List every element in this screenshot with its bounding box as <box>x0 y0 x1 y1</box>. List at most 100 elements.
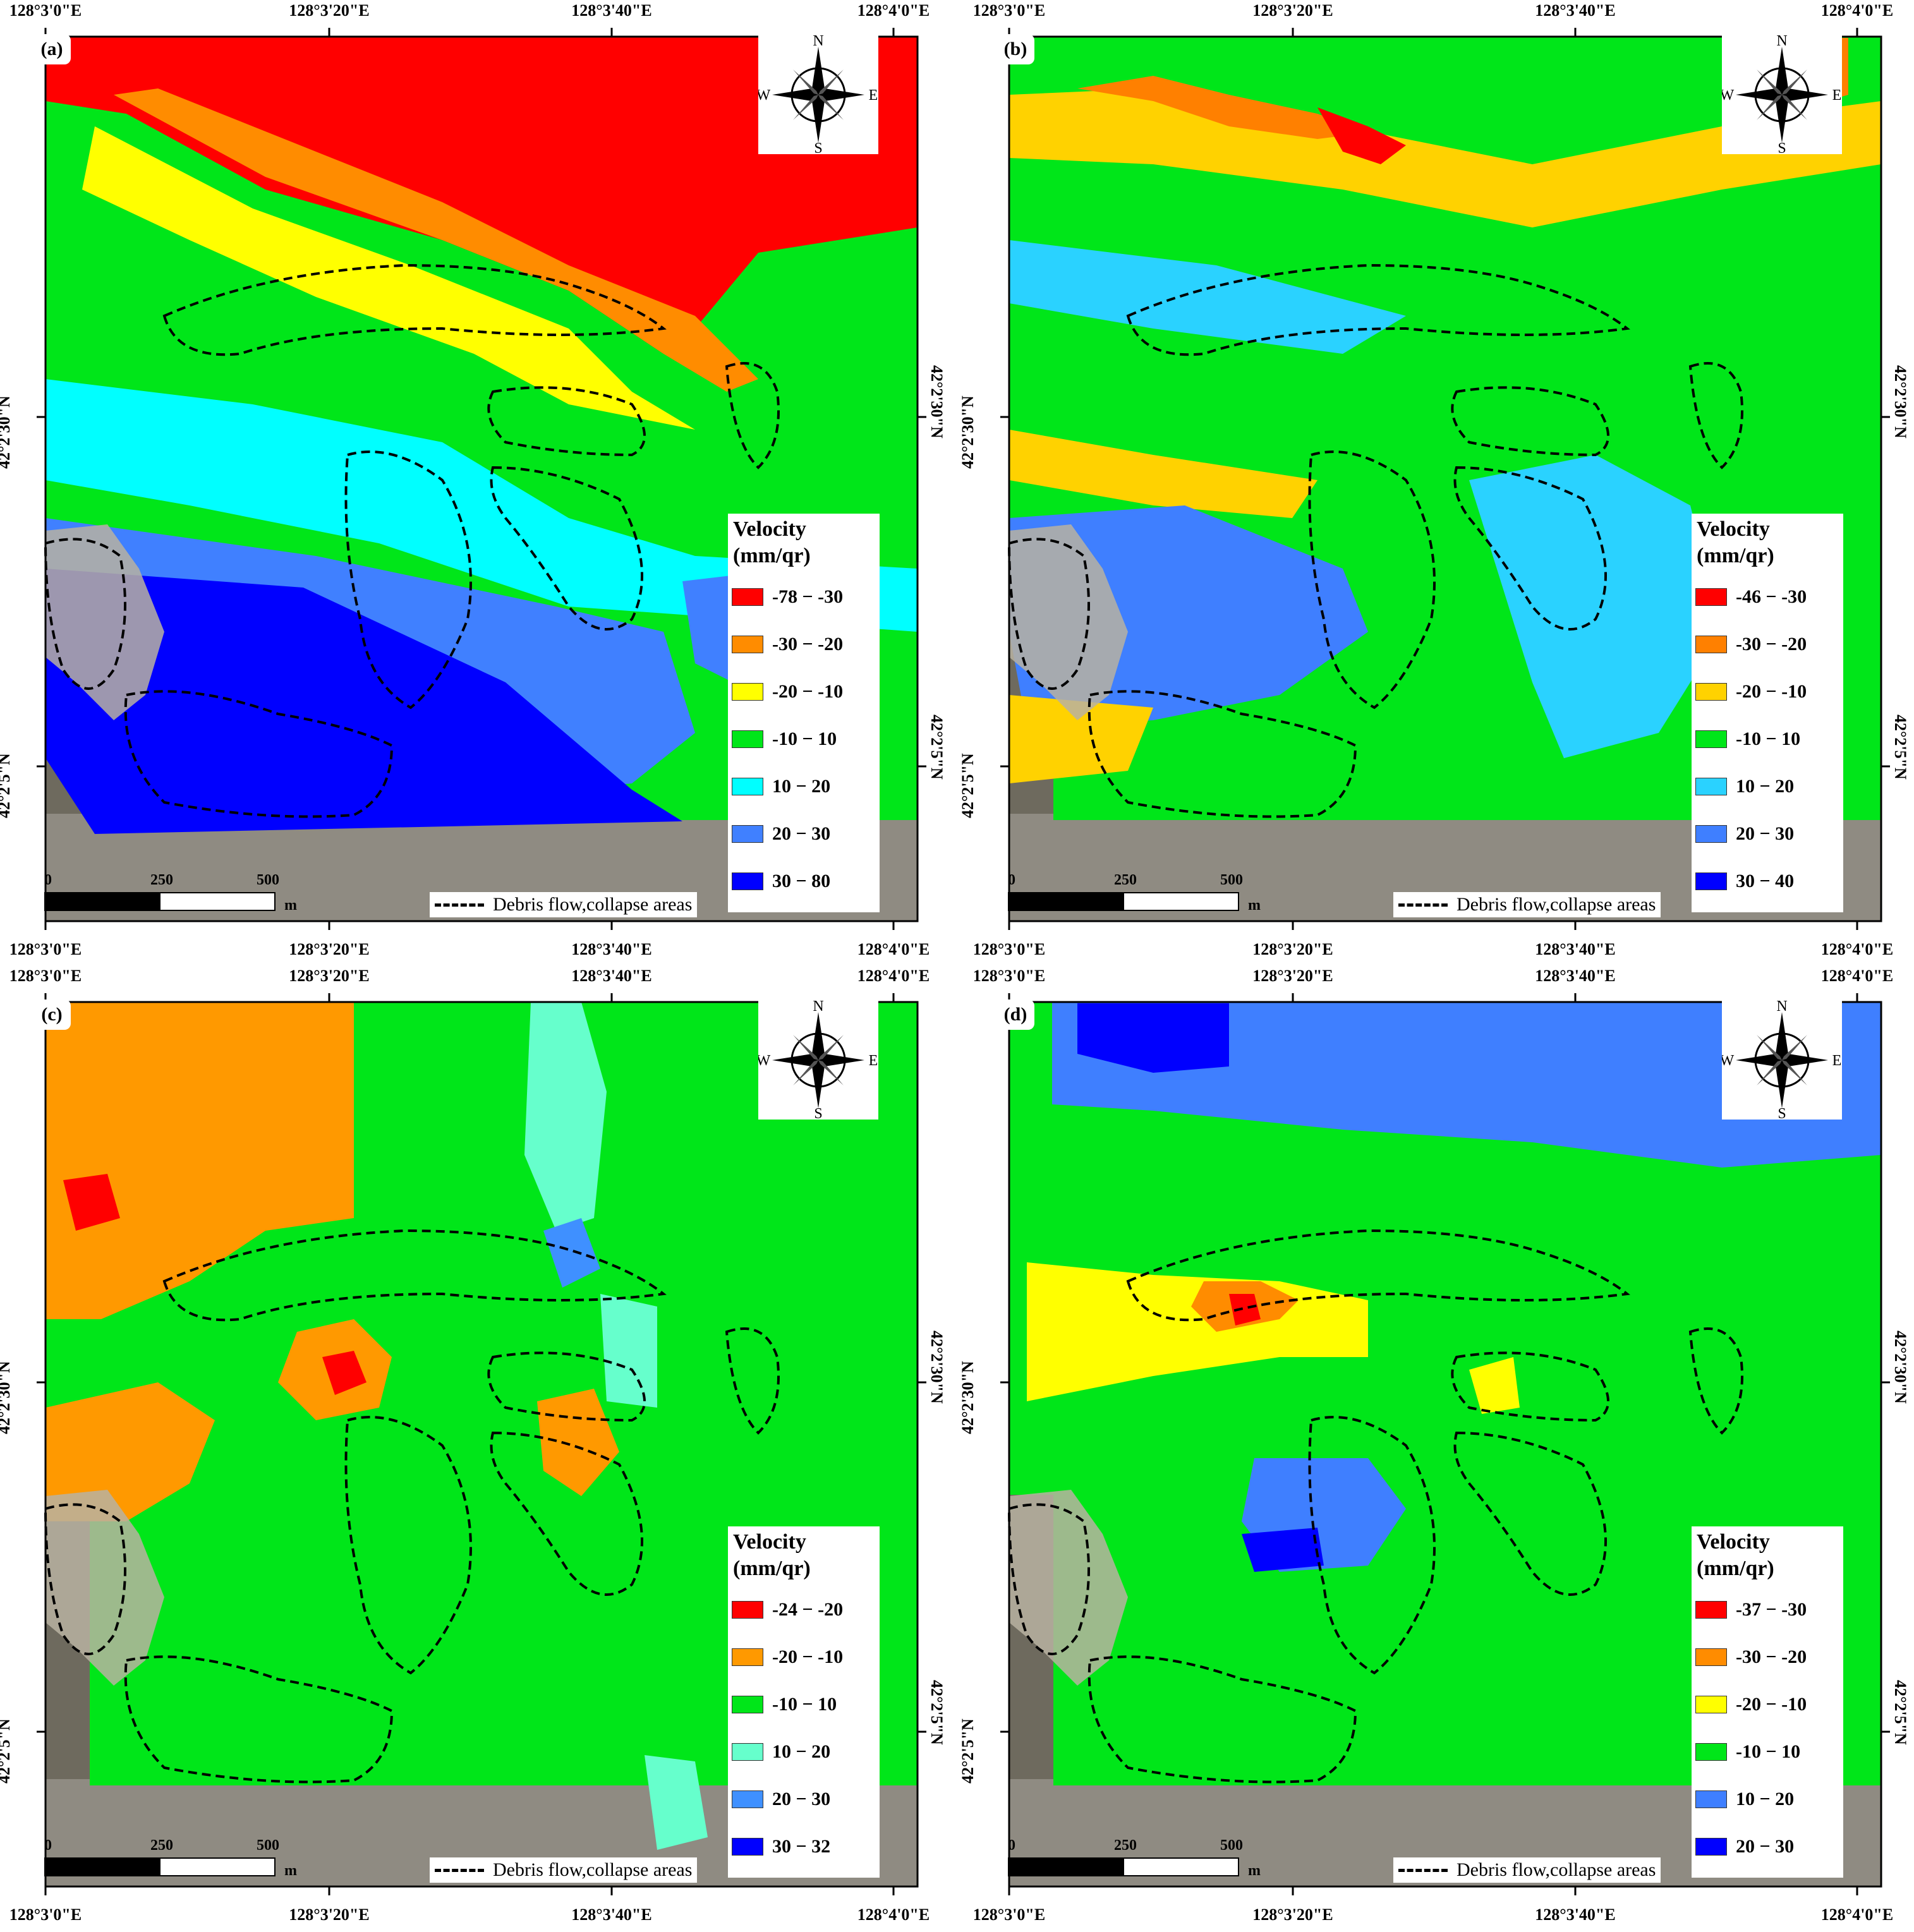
legend-range: -10 − 10 <box>1736 728 1801 749</box>
compass-point <box>812 1060 825 1108</box>
compass-direction-label: N <box>1776 35 1787 49</box>
compass-point <box>772 88 818 101</box>
legend-item: -30 − -20 <box>1692 620 1843 668</box>
longitude-label: 128°4'0"E <box>1820 1905 1894 1924</box>
latitude-label: 42°2'5"N <box>1891 1680 1910 1745</box>
rock-outcrop <box>45 1490 164 1686</box>
velocity-class-region <box>543 1218 600 1288</box>
velocity-class-region <box>1317 107 1406 164</box>
longitude-label: 128°3'0"E <box>972 1905 1046 1924</box>
legend-swatch <box>732 824 763 843</box>
velocity-class-region <box>45 37 918 354</box>
debris-flow-legend-text: Debris flow,collapse areas <box>493 894 693 915</box>
scale-bar-unit: m <box>284 897 297 914</box>
rock-outcrop <box>45 524 164 720</box>
velocity-legend: Velocity (mm/qr) -37 − -30 -30 − -20 -20 − -… <box>1692 1526 1843 1878</box>
velocity-class-region <box>524 1002 607 1231</box>
scale-bar-label: 250 <box>150 1837 173 1854</box>
velocity-class-region <box>1009 1002 1881 1785</box>
legend-title-line: (mm/qr) <box>733 1557 811 1580</box>
debris-flow-outline <box>44 1503 126 1655</box>
legend-item: -10 − 10 <box>1692 715 1843 763</box>
compass-point <box>1776 95 1788 143</box>
longitude-label: 128°3'20"E <box>1252 940 1333 958</box>
legend-swatch <box>732 777 763 795</box>
longitude-label: 128°4'0"E <box>1820 1 1894 20</box>
velocity-class-region <box>1009 430 1317 518</box>
longitude-label: 128°3'0"E <box>9 1 82 20</box>
compass-rose-icon: N S W E <box>756 998 878 1122</box>
compass-point <box>793 1060 818 1085</box>
latitude-label: 42°2'5"N <box>959 1718 977 1784</box>
legend-title-line: (mm/qr) <box>1697 544 1774 567</box>
compass-direction-label: E <box>1832 1053 1842 1069</box>
map-panel: 128°3'0"E 128°3'0"E 128°3'20"E 128°3'20"E 12… <box>959 965 1914 1932</box>
latitude-label: 42°2'5"N <box>959 753 977 818</box>
velocity-class-region <box>82 126 695 430</box>
legend-range: 10 − 20 <box>1736 1788 1795 1809</box>
map-frame <box>44 35 919 922</box>
longitude-label: 128°3'40"E <box>571 1905 652 1924</box>
legend-range: -37 − -30 <box>1736 1598 1807 1620</box>
debris-flow-outline <box>1453 466 1607 631</box>
debris-flow-legend: Debris flow,collapse areas <box>1393 1857 1661 1883</box>
longitude-label: 128°3'20"E <box>1252 1 1333 20</box>
map-panel: 128°3'0"E 128°3'0"E 128°3'20"E 128°3'20"E 12… <box>959 0 1914 967</box>
dashed-line-symbol <box>435 903 484 907</box>
compass-point <box>793 69 818 95</box>
legend-swatch <box>1695 872 1727 890</box>
velocity-class-region <box>1242 1528 1324 1572</box>
compass-rose-icon: N S W E <box>1720 33 1842 157</box>
velocity-class-region <box>1009 695 1153 783</box>
compass-direction-label: N <box>813 1001 823 1015</box>
compass-direction-label: E <box>1832 87 1842 104</box>
debris-flow-outline <box>487 1351 646 1422</box>
map-panel: 128°3'0"E 128°3'0"E 128°3'20"E 128°3'20"E 12… <box>0 0 967 967</box>
legend-range: -10 − 10 <box>772 1693 837 1715</box>
compass-point <box>1757 1060 1782 1085</box>
velocity-class-region <box>45 569 682 834</box>
compass-rose-icon: N S W E <box>756 998 878 1122</box>
compass-direction-label: W <box>1722 87 1735 104</box>
legend-title-line: Velocity <box>733 1530 806 1554</box>
scale-bar-white-segment <box>159 1857 276 1876</box>
legend-item: 10 − 20 <box>1692 763 1843 810</box>
scale-bar-label: 0 <box>1008 1837 1015 1854</box>
legend-swatch <box>1695 1695 1727 1713</box>
legend-range: -30 − -20 <box>1736 633 1807 655</box>
compass-rose-icon: N S W E <box>1720 998 1842 1122</box>
scale-bar-graphic: m <box>1008 892 1261 914</box>
debris-flow-outline <box>725 1327 780 1435</box>
debris-flow-outline <box>1126 263 1630 356</box>
debris-flow-legend: Debris flow,collapse areas <box>1393 892 1661 917</box>
debris-flow-outline <box>1688 1327 1743 1435</box>
longitude-label: 128°3'0"E <box>9 940 82 958</box>
debris-flow-outline <box>1126 1229 1630 1322</box>
legend-swatch <box>1695 682 1727 701</box>
compass-direction-label: S <box>1778 1106 1786 1120</box>
legend-range: -46 − -30 <box>1736 586 1807 607</box>
legend-item: 30 − 80 <box>728 857 880 905</box>
legend-swatch <box>1695 824 1727 843</box>
compass-point <box>793 95 818 120</box>
velocity-class-region <box>45 1002 354 1319</box>
longitude-label: 128°4'0"E <box>857 967 930 985</box>
latitude-label: 42°2'30"N <box>959 395 977 469</box>
latitude-label: 42°2'30"N <box>0 1361 13 1434</box>
legend-range: -20 − -10 <box>772 680 844 702</box>
legend-swatch <box>732 682 763 701</box>
debris-flow-outline <box>1087 690 1357 818</box>
debris-flow-outline <box>1007 1503 1090 1655</box>
debris-flow-outline <box>1308 1416 1436 1675</box>
legend-swatch <box>732 1695 763 1713</box>
longitude-label: 128°3'40"E <box>1535 940 1616 958</box>
debris-flow-outline <box>490 1431 643 1596</box>
debris-flow-outline <box>1007 538 1090 690</box>
velocity-class-region <box>114 88 758 392</box>
velocity-class-region <box>537 1389 619 1496</box>
legend-item: -30 − -20 <box>728 620 880 668</box>
latitude-label: 42°2'5"N <box>928 1680 946 1745</box>
compass-rose-icon: N S W E <box>756 33 878 157</box>
legend-range: 20 − 30 <box>772 1788 831 1809</box>
velocity-class-region <box>600 1294 657 1408</box>
